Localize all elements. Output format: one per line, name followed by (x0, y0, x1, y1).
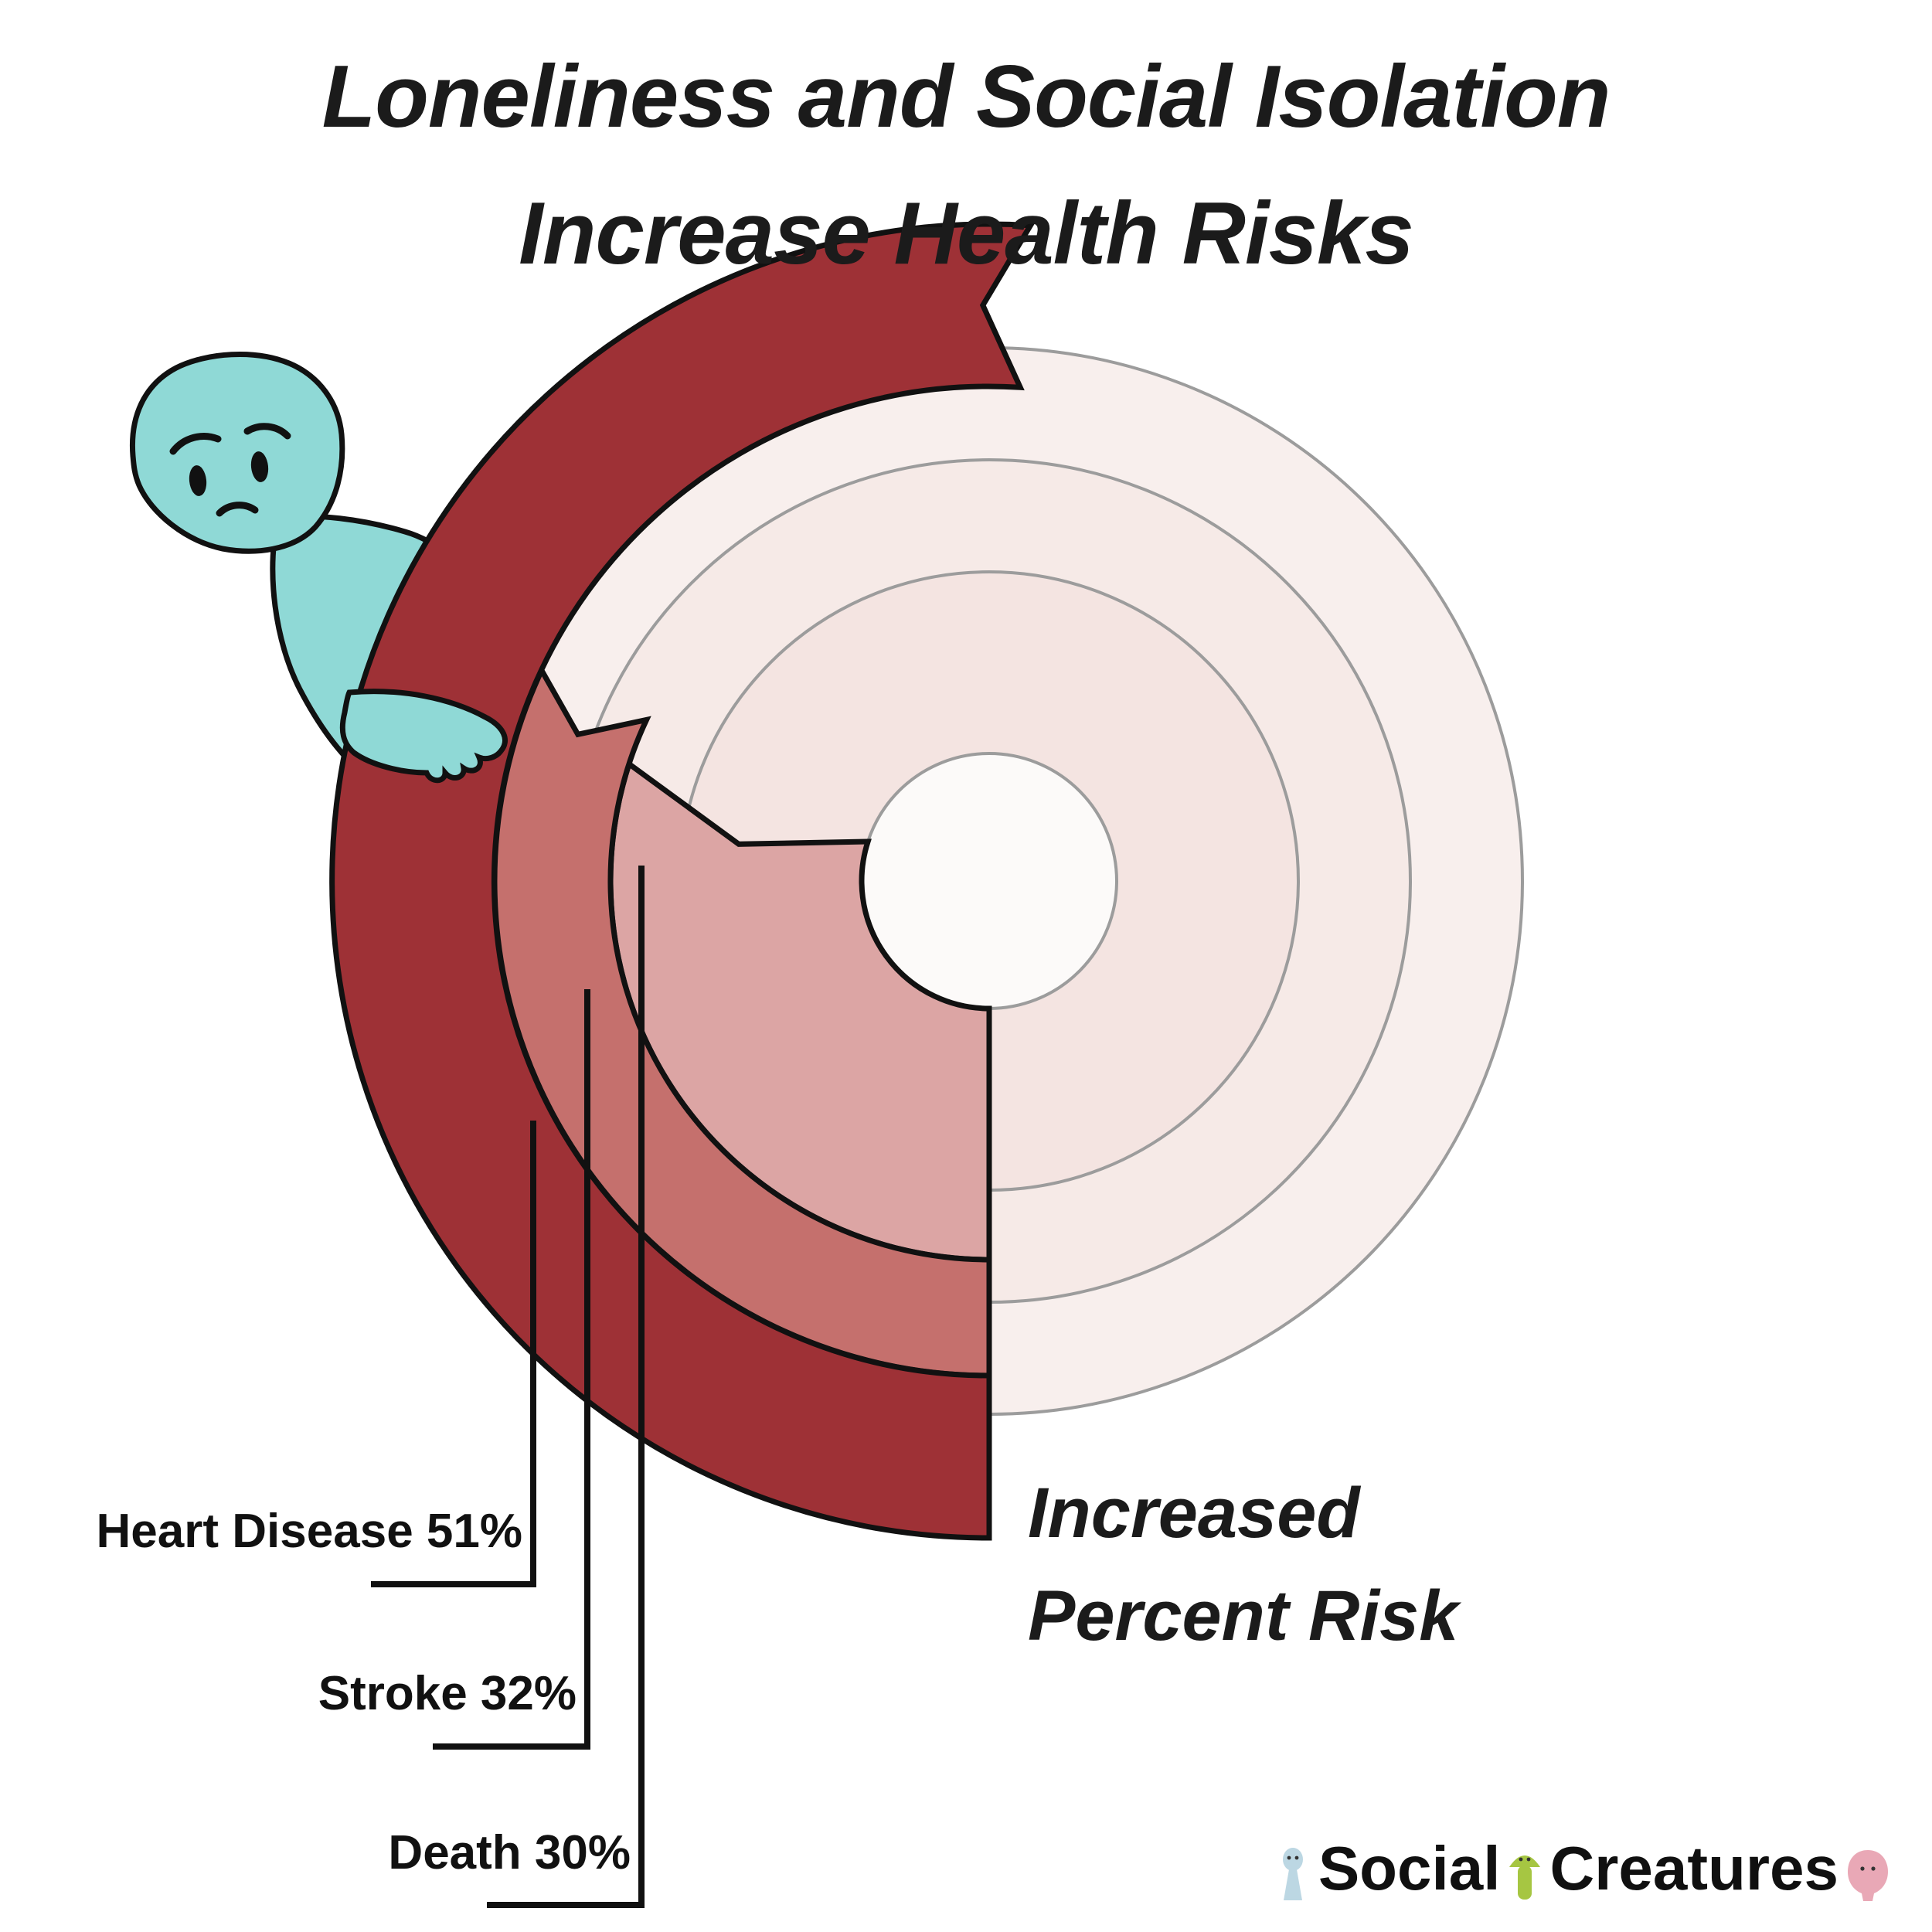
chart-annotation: Increased Percent Risk (1028, 1462, 1458, 1668)
leader-line-death (487, 866, 645, 1908)
title-line-2: Increase Health Risks (519, 184, 1414, 283)
title-line-1: Loneliness and Social Isolation (321, 48, 1611, 146)
leader-lines (371, 866, 645, 1908)
creature-face (169, 423, 291, 517)
right-eye (250, 451, 269, 482)
brand-logo: Social Creatures (1275, 1838, 1889, 1903)
label-stroke: Stroke 32% (318, 1667, 577, 1720)
creature-head (129, 352, 345, 554)
creature-arm (339, 689, 508, 784)
left-eye (189, 465, 207, 496)
pink-creature-icon (1848, 1850, 1888, 1901)
arc-heart-disease (329, 221, 1036, 1541)
green-creature-icon (1509, 1855, 1541, 1900)
label-heart-disease: Heart Disease 51% (96, 1505, 522, 1558)
logo-word-social: Social (1318, 1834, 1501, 1903)
logo-word-creatures: Creatures (1549, 1834, 1838, 1903)
label-death: Death 30% (388, 1826, 631, 1879)
blue-creature-icon (1282, 1848, 1303, 1900)
annotation-line-2: Percent Risk (1028, 1577, 1459, 1656)
left-eyebrow (169, 433, 222, 455)
right-eyebrow (243, 423, 291, 440)
page-title: Loneliness and Social Isolation Increase… (0, 29, 1932, 302)
mouth-frown (216, 502, 259, 517)
annotation-line-1: Increased (1028, 1474, 1360, 1553)
chart-arcs (329, 221, 1036, 1541)
leader-line-stroke (433, 989, 590, 1750)
leader-line-heart-disease (371, 1121, 536, 1587)
